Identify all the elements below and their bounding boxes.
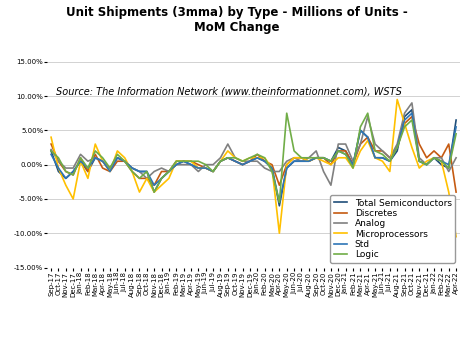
Discretes (276, 183, 282, 187)
Logic (313, 156, 319, 160)
Discretes (357, 142, 363, 146)
Logic (48, 149, 54, 153)
Microprocessors (55, 166, 61, 170)
Std (48, 152, 54, 156)
Analog (195, 169, 201, 174)
Total Semiconductors (453, 118, 459, 122)
Total Semiconductors (195, 166, 201, 170)
Text: Unit Shipments (3mma) by Type - Millions of Units -
MoM Change: Unit Shipments (3mma) by Type - Millions… (66, 6, 408, 34)
Discretes (453, 190, 459, 194)
Microprocessors (394, 97, 400, 102)
Text: Source: The Information Network (www.theinformationnet.com), WSTS: Source: The Information Network (www.the… (55, 86, 401, 96)
Logic (276, 200, 282, 204)
Analog (276, 169, 282, 174)
Logic (284, 111, 290, 115)
Microprocessors (313, 156, 319, 160)
Microprocessors (453, 235, 459, 239)
Std (195, 166, 201, 170)
Microprocessors (48, 135, 54, 139)
Analog (48, 147, 54, 152)
Microprocessors (357, 149, 363, 153)
Legend: Total Semiconductors, Discretes, Analog, Microprocessors, Std, Logic: Total Semiconductors, Discretes, Analog,… (330, 195, 455, 263)
Total Semiconductors (306, 159, 312, 163)
Discretes (313, 156, 319, 160)
Analog (55, 159, 61, 163)
Std (276, 200, 282, 204)
Line: Std: Std (51, 113, 456, 202)
Line: Total Semiconductors: Total Semiconductors (51, 110, 456, 206)
Analog (313, 149, 319, 153)
Logic (291, 149, 297, 153)
Std (409, 111, 415, 115)
Std (365, 135, 371, 139)
Logic (453, 132, 459, 136)
Std (284, 166, 290, 170)
Total Semiconductors (321, 156, 327, 160)
Std (453, 125, 459, 129)
Analog (328, 183, 334, 187)
Logic (55, 156, 61, 160)
Std (55, 166, 61, 170)
Std (306, 159, 312, 163)
Microprocessors (276, 231, 282, 235)
Discretes (299, 156, 304, 160)
Microprocessors (195, 166, 201, 170)
Logic (195, 159, 201, 163)
Analog (453, 156, 459, 160)
Analog (409, 101, 415, 105)
Discretes (48, 142, 54, 146)
Line: Logic: Logic (51, 113, 456, 202)
Total Semiconductors (284, 166, 290, 170)
Discretes (55, 159, 61, 163)
Line: Microprocessors: Microprocessors (51, 99, 456, 237)
Logic (372, 149, 378, 153)
Analog (365, 115, 371, 119)
Total Semiconductors (365, 135, 371, 139)
Total Semiconductors (276, 204, 282, 208)
Logic (328, 159, 334, 163)
Discretes (195, 163, 201, 167)
Std (321, 156, 327, 160)
Total Semiconductors (55, 169, 61, 174)
Discretes (409, 115, 415, 119)
Total Semiconductors (48, 149, 54, 153)
Analog (299, 159, 304, 163)
Microprocessors (299, 156, 304, 160)
Line: Discretes: Discretes (51, 117, 456, 192)
Total Semiconductors (409, 108, 415, 112)
Line: Analog: Analog (51, 103, 456, 185)
